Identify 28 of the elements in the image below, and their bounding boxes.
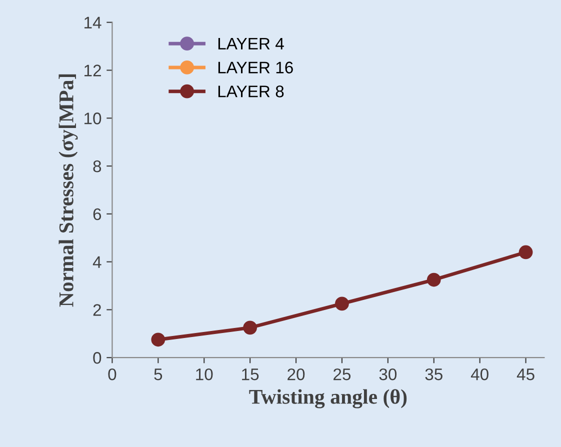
y-tick-label: 0 xyxy=(93,352,102,364)
point xyxy=(243,320,258,335)
point xyxy=(151,332,166,347)
x-tick-label: 5 xyxy=(154,368,162,380)
legend-label: LAYER 4 xyxy=(218,38,284,50)
x-tick-label: 15 xyxy=(242,368,259,380)
x-tick-label: 20 xyxy=(288,368,305,380)
y-axis-title: Normal Stresses (σy[MPa] xyxy=(58,74,78,307)
legend-label: LAYER 8 xyxy=(218,86,284,98)
x-tick-label: 10 xyxy=(196,368,213,380)
y-tick-label: 10 xyxy=(84,112,102,124)
x-tick-label: 25 xyxy=(334,368,351,380)
x-tick-label: 45 xyxy=(516,368,534,380)
x-tick-label: 40 xyxy=(470,368,488,380)
x-tick-label: 0 xyxy=(108,368,116,380)
point xyxy=(518,245,533,260)
x-tick-label: 30 xyxy=(379,368,397,380)
y-tick-label: 14 xyxy=(84,16,102,28)
y-tick-label: 4 xyxy=(92,256,102,268)
y-tick-label: 2 xyxy=(93,304,101,316)
x-axis-title: Twisting angle (θ) xyxy=(249,389,407,408)
y-tick-label: 8 xyxy=(93,160,102,172)
point xyxy=(335,296,349,311)
x-tick-label: 35 xyxy=(425,368,442,380)
point xyxy=(426,272,441,287)
y-tick-label: 6 xyxy=(93,208,102,220)
y-tick-label: 12 xyxy=(84,64,101,76)
legend-label: LAYER 16 xyxy=(218,62,293,74)
